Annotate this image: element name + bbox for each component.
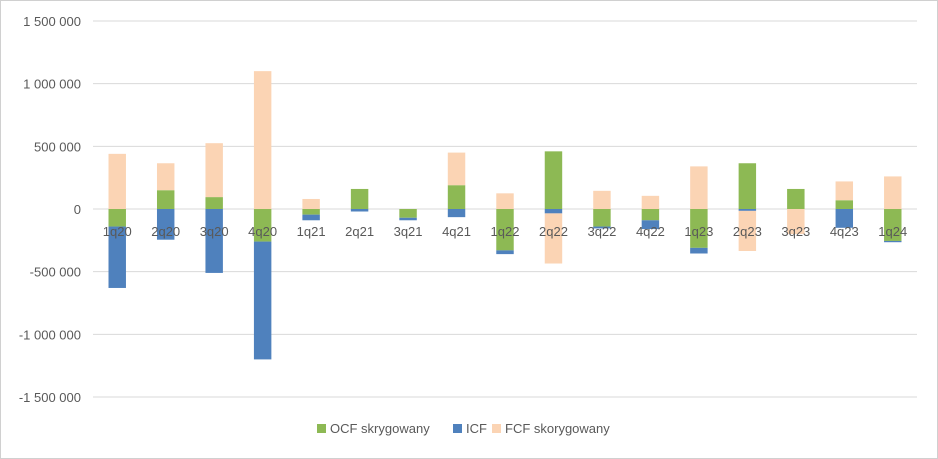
x-tick-label: 1q23 — [684, 224, 713, 239]
legend: OCF skrygowany ICF FCF skorygowany — [317, 421, 610, 436]
bar-ocf-skrygowany-2q23 — [738, 163, 757, 209]
bar-fcf-skorygowany-3q22 — [593, 190, 611, 209]
bar-ocf-skrygowany-1q23 — [690, 209, 708, 248]
y-tick-label: -500 000 — [30, 265, 81, 280]
bar-icf-1q20 — [108, 226, 126, 288]
bar-icf-2q21 — [350, 209, 369, 212]
x-tick-label: 2q23 — [733, 224, 762, 239]
bar-fcf-skorygowany-2q23 — [738, 210, 757, 251]
bars — [108, 71, 902, 360]
bar-fcf-skorygowany-4q21 — [447, 152, 466, 186]
x-tick-label: 1q20 — [103, 224, 132, 239]
bar-icf-3q21 — [399, 217, 417, 221]
bar-icf-2q23 — [738, 209, 757, 211]
bar-ocf-skrygowany-3q23 — [787, 188, 805, 209]
x-tick-label: 3q20 — [200, 224, 229, 239]
bar-icf-3q20 — [205, 209, 223, 273]
bar-ocf-skrygowany-1q20 — [108, 209, 126, 227]
x-tick-label: 4q22 — [636, 224, 665, 239]
bar-fcf-skorygowany-3q20 — [205, 143, 223, 198]
x-tick-label: 2q22 — [539, 224, 568, 239]
x-tick-label: 3q23 — [781, 224, 810, 239]
bar-ocf-skrygowany-3q20 — [205, 197, 223, 209]
x-axis: 1q20 2q20 3q20 4q20 1q21 2q21 3q21 4q21 1q22 2q22… — [103, 224, 907, 239]
gridlines — [93, 20, 917, 398]
bar-fcf-skorygowany-3q23 — [787, 209, 805, 235]
bar-icf-2q22 — [544, 209, 563, 214]
bar-icf-4q20 — [253, 241, 272, 360]
x-tick-label: 4q20 — [248, 224, 277, 239]
legend-swatch — [492, 424, 501, 433]
bar-icf-4q22 — [641, 220, 660, 230]
y-tick-label: 0 — [74, 202, 81, 217]
bar-ocf-skrygowany-3q21 — [399, 209, 417, 218]
bar-icf-1q23 — [690, 247, 708, 254]
bar-ocf-skrygowany-2q22 — [544, 151, 563, 209]
bar-fcf-skorygowany-1q21 — [302, 198, 320, 209]
x-tick-label: 4q23 — [830, 224, 859, 239]
bar-ocf-skrygowany-4q21 — [447, 185, 466, 209]
y-tick-label: 500 000 — [34, 139, 81, 154]
x-tick-label: 3q21 — [394, 224, 423, 239]
y-tick-label: -1 000 000 — [19, 327, 81, 342]
legend-swatch — [317, 424, 326, 433]
legend-label: ICF — [466, 421, 487, 436]
bar-fcf-skorygowany-4q20 — [253, 71, 272, 209]
bar-icf-1q24 — [884, 240, 902, 243]
bar-ocf-skrygowany-2q21 — [350, 188, 369, 209]
x-tick-label: 4q21 — [442, 224, 471, 239]
bar-icf-4q21 — [447, 209, 466, 218]
bar-fcf-skorygowany-1q23 — [690, 166, 708, 209]
y-tick-label: 1 000 000 — [23, 77, 81, 92]
x-tick-label: 1q24 — [878, 224, 907, 239]
bar-ocf-skrygowany-1q21 — [302, 209, 320, 215]
bar-ocf-skrygowany-4q22 — [641, 209, 660, 221]
bar-ocf-skrygowany-4q20 — [253, 209, 272, 242]
bar-ocf-skrygowany-1q22 — [496, 209, 514, 251]
bar-fcf-skorygowany-1q20 — [108, 153, 126, 209]
bar-icf-1q21 — [302, 214, 320, 221]
legend-swatch — [453, 424, 462, 433]
bar-fcf-skorygowany-4q22 — [641, 195, 660, 209]
x-tick-label: 1q21 — [297, 224, 326, 239]
y-tick-label: -1 500 000 — [19, 390, 81, 405]
bar-ocf-skrygowany-2q20 — [156, 190, 175, 209]
bar-fcf-skorygowany-1q22 — [496, 193, 514, 209]
bar-fcf-skorygowany-2q22 — [544, 213, 563, 264]
bar-icf-1q22 — [496, 250, 514, 255]
bar-fcf-skorygowany-4q23 — [835, 181, 854, 201]
x-tick-label: 1q22 — [491, 224, 520, 239]
y-tick-label: 1 500 000 — [23, 14, 81, 29]
bar-icf-2q20 — [156, 209, 175, 240]
legend-label: FCF skorygowany — [505, 421, 610, 436]
bar-ocf-skrygowany-3q22 — [593, 209, 611, 227]
x-tick-label: 2q21 — [345, 224, 374, 239]
y-axis: 1 500 000 1 000 000 500 000 0 -500 000 -1 000… — [19, 14, 81, 405]
bar-ocf-skrygowany-1q24 — [884, 209, 902, 241]
bar-icf-4q23 — [835, 209, 854, 228]
bar-fcf-skorygowany-2q20 — [156, 163, 175, 191]
bar-icf-3q22 — [593, 226, 611, 229]
legend-label: OCF skrygowany — [330, 421, 430, 436]
x-tick-label: 3q22 — [587, 224, 616, 239]
bar-fcf-skorygowany-1q24 — [884, 176, 902, 209]
x-tick-label: 2q20 — [151, 224, 180, 239]
bar-ocf-skrygowany-4q23 — [835, 200, 854, 209]
